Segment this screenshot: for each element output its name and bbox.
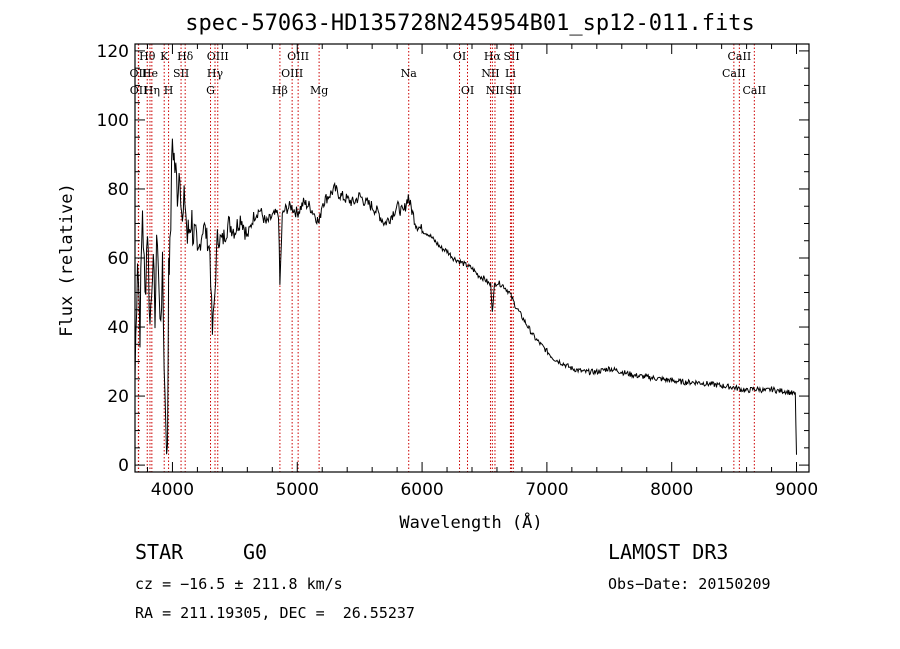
y-tick-label: 40 xyxy=(107,318,129,338)
x-tick-label: 8000 xyxy=(650,480,693,500)
y-tick-label: 120 xyxy=(97,42,129,62)
object-subclass: G0 xyxy=(243,540,268,564)
spectral-line-label: K xyxy=(160,50,169,63)
coordinates: RA = 211.19305, DEC = 26.55237 xyxy=(135,604,415,622)
plot-frame xyxy=(134,43,810,473)
spectral-line-label: Hβ xyxy=(272,84,288,97)
spectral-line-label: SII xyxy=(173,67,189,80)
y-tick-label: 60 xyxy=(107,249,129,269)
spectral-line-label: OII xyxy=(130,84,148,97)
spectral-line-label: Hη xyxy=(144,84,160,97)
x-axis-label: Wavelength (Å) xyxy=(399,511,542,533)
x-tick-label: 5000 xyxy=(276,480,319,500)
observation-date: Obs−Date: 20150209 xyxy=(608,575,771,593)
spectral-line-label: SII xyxy=(503,50,519,63)
x-tick-label: 9000 xyxy=(775,480,818,500)
spectral-line-label: NII xyxy=(481,67,499,80)
spectral-line-label: NII xyxy=(486,84,504,97)
y-tick-label: 80 xyxy=(107,180,129,200)
spectral-line-label: Li xyxy=(505,67,516,80)
spectral-line-label: CaII xyxy=(722,67,746,80)
object-class: STAR xyxy=(135,540,184,564)
spectral-line-label: Mg xyxy=(310,84,328,97)
chart-title: spec-57063-HD135728N245954B01_sp12-011.f… xyxy=(185,11,755,36)
spectral-line-label: He xyxy=(142,67,158,80)
spectral-line-label: OI xyxy=(453,50,466,63)
spectral-line-label: Hγ xyxy=(207,67,224,80)
spectral-line-label: G xyxy=(206,84,215,97)
spectral-line-label: Hθ xyxy=(139,50,156,63)
spectral-line-label: OIII xyxy=(287,50,309,63)
x-tick-label: 6000 xyxy=(400,480,443,500)
x-tick-label: 7000 xyxy=(525,480,568,500)
spectral-line-label: H xyxy=(164,84,174,97)
survey-name: LAMOST DR3 xyxy=(608,540,729,564)
x-tick-label: 4000 xyxy=(151,480,194,500)
spectral-line-label: Na xyxy=(401,67,418,80)
spectral-line-label: CaII xyxy=(742,84,766,97)
spectral-line-label: OI xyxy=(461,84,474,97)
spectral-line-label: Hδ xyxy=(177,50,194,63)
y-tick-label: 20 xyxy=(107,387,129,407)
y-tick-label: 100 xyxy=(97,111,129,131)
spectral-line-label: OIII xyxy=(281,67,303,80)
redshift-value: cz = −16.5 ± 211.8 km/s xyxy=(135,575,343,593)
y-tick-label: 0 xyxy=(118,456,129,476)
spectral-line-label: OIII xyxy=(207,50,229,63)
spectral-line-label: SII xyxy=(505,84,521,97)
spectrum-line xyxy=(134,138,797,455)
y-axis-label: Flux (relative) xyxy=(57,183,77,337)
spectral-line-label: CaII xyxy=(728,50,752,63)
spectral-line-label: Hα xyxy=(484,50,502,63)
